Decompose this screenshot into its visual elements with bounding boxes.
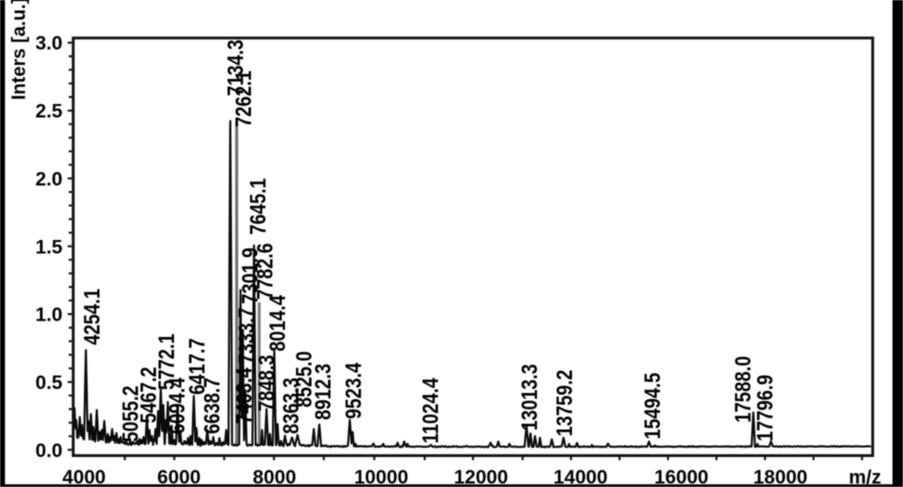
svg-text:8912.3: 8912.3 (311, 364, 336, 420)
svg-text:8014.4: 8014.4 (265, 295, 290, 352)
svg-text:0.0: 0.0 (35, 440, 62, 462)
svg-text:8000: 8000 (253, 467, 297, 487)
svg-text:7645.1: 7645.1 (246, 178, 271, 234)
svg-text:10000: 10000 (354, 467, 408, 487)
svg-text:18000: 18000 (753, 467, 807, 487)
svg-text:1.0: 1.0 (35, 304, 62, 326)
svg-text:7134.3: 7134.3 (223, 40, 248, 96)
svg-text:13759.2: 13759.2 (552, 370, 577, 437)
svg-text:8525.0: 8525.0 (292, 351, 317, 407)
svg-text:16000: 16000 (654, 467, 708, 487)
svg-text:2.0: 2.0 (35, 168, 62, 190)
svg-text:0.5: 0.5 (35, 372, 62, 394)
svg-text:3.0: 3.0 (35, 33, 62, 55)
svg-text:13013.3: 13013.3 (517, 364, 542, 431)
svg-text:7782.6: 7782.6 (253, 243, 278, 299)
svg-text:4254.1: 4254.1 (80, 289, 105, 345)
svg-text:5467.2: 5467.2 (136, 367, 161, 423)
svg-text:17796.9: 17796.9 (753, 375, 778, 442)
svg-text:14000: 14000 (553, 467, 607, 487)
svg-text:1.5: 1.5 (35, 236, 62, 258)
svg-text:7403.4: 7403.4 (232, 367, 257, 424)
svg-text:7301.9: 7301.9 (238, 248, 263, 304)
svg-text:6417.7: 6417.7 (185, 338, 210, 394)
svg-text:2.5: 2.5 (35, 101, 62, 123)
svg-text:15494.5: 15494.5 (641, 373, 666, 440)
svg-text:8363.3: 8363.3 (279, 378, 304, 434)
svg-text:5055.2: 5055.2 (118, 386, 143, 442)
svg-text:11024.4: 11024.4 (418, 377, 443, 443)
svg-text:6000: 6000 (157, 467, 201, 487)
svg-text:6094.4: 6094.4 (165, 377, 190, 434)
svg-text:17588.0: 17588.0 (731, 356, 756, 423)
svg-text:Inters [a.u.]: Inters [a.u.] (9, 0, 30, 100)
svg-text:5772.1: 5772.1 (154, 334, 179, 390)
svg-text:7333.7: 7333.7 (234, 308, 259, 364)
svg-text:4000: 4000 (62, 467, 106, 487)
svg-text:12000: 12000 (454, 467, 508, 487)
svg-text:9523.4: 9523.4 (341, 362, 366, 419)
svg-text:7848.3: 7848.3 (254, 355, 279, 411)
svg-text:m/z: m/z (849, 467, 882, 487)
svg-text:6638.7: 6638.7 (200, 378, 225, 434)
svg-text:7262.1: 7262.1 (231, 71, 256, 127)
